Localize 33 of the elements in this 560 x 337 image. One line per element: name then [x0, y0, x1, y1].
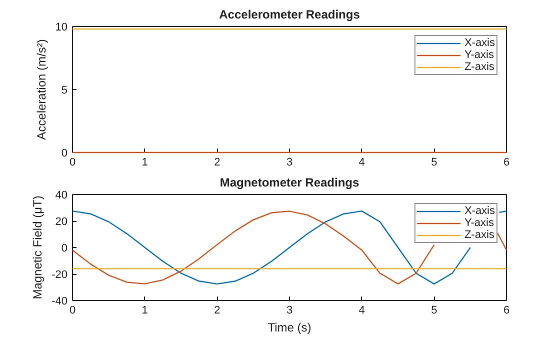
x-tick-label: 0	[69, 304, 76, 316]
x-tick-label: 6	[503, 156, 510, 168]
x-tick-label: 1	[142, 156, 148, 168]
x-tick-label: 6	[503, 304, 510, 316]
x-tick-label: 4	[358, 304, 365, 316]
x-tick-label: 1	[142, 304, 148, 316]
legend-label: Y-axis	[464, 49, 494, 61]
y-tick-label: 5	[61, 84, 68, 96]
x-tick-label: 5	[431, 156, 438, 168]
legend-label: X-axis	[464, 37, 495, 49]
chart-title: Accelerometer Readings	[219, 8, 360, 22]
legend-label: Y-axis	[464, 217, 494, 229]
x-tick-label: 3	[286, 304, 293, 316]
y-axis-title: Magnetic Field (μT)	[30, 196, 45, 300]
x-tick-label: 2	[214, 156, 220, 168]
y-tick-label: 10	[55, 22, 68, 34]
y-tick-label: 40	[55, 190, 68, 202]
x-axis-title: Time (s)	[268, 320, 312, 334]
legend-label: Z-axis	[464, 229, 494, 241]
x-tick-label: 4	[358, 156, 365, 168]
y-tick-label: -40	[52, 296, 68, 308]
y-tick-label: 0	[61, 242, 68, 254]
legend-label: Z-axis	[464, 61, 494, 73]
x-tick-label: 2	[214, 304, 220, 316]
y-tick-label: 0	[61, 148, 68, 160]
x-tick-label: 5	[431, 304, 438, 316]
y-axis-title: Acceleration (m/s²)	[34, 39, 48, 140]
legend-label: X-axis	[464, 205, 495, 217]
x-tick-label: 0	[69, 156, 76, 168]
y-tick-label: 20	[55, 216, 68, 228]
chart-title: Magnetometer Readings	[220, 176, 360, 190]
y-tick-label: -20	[52, 269, 68, 281]
x-tick-label: 3	[286, 156, 293, 168]
